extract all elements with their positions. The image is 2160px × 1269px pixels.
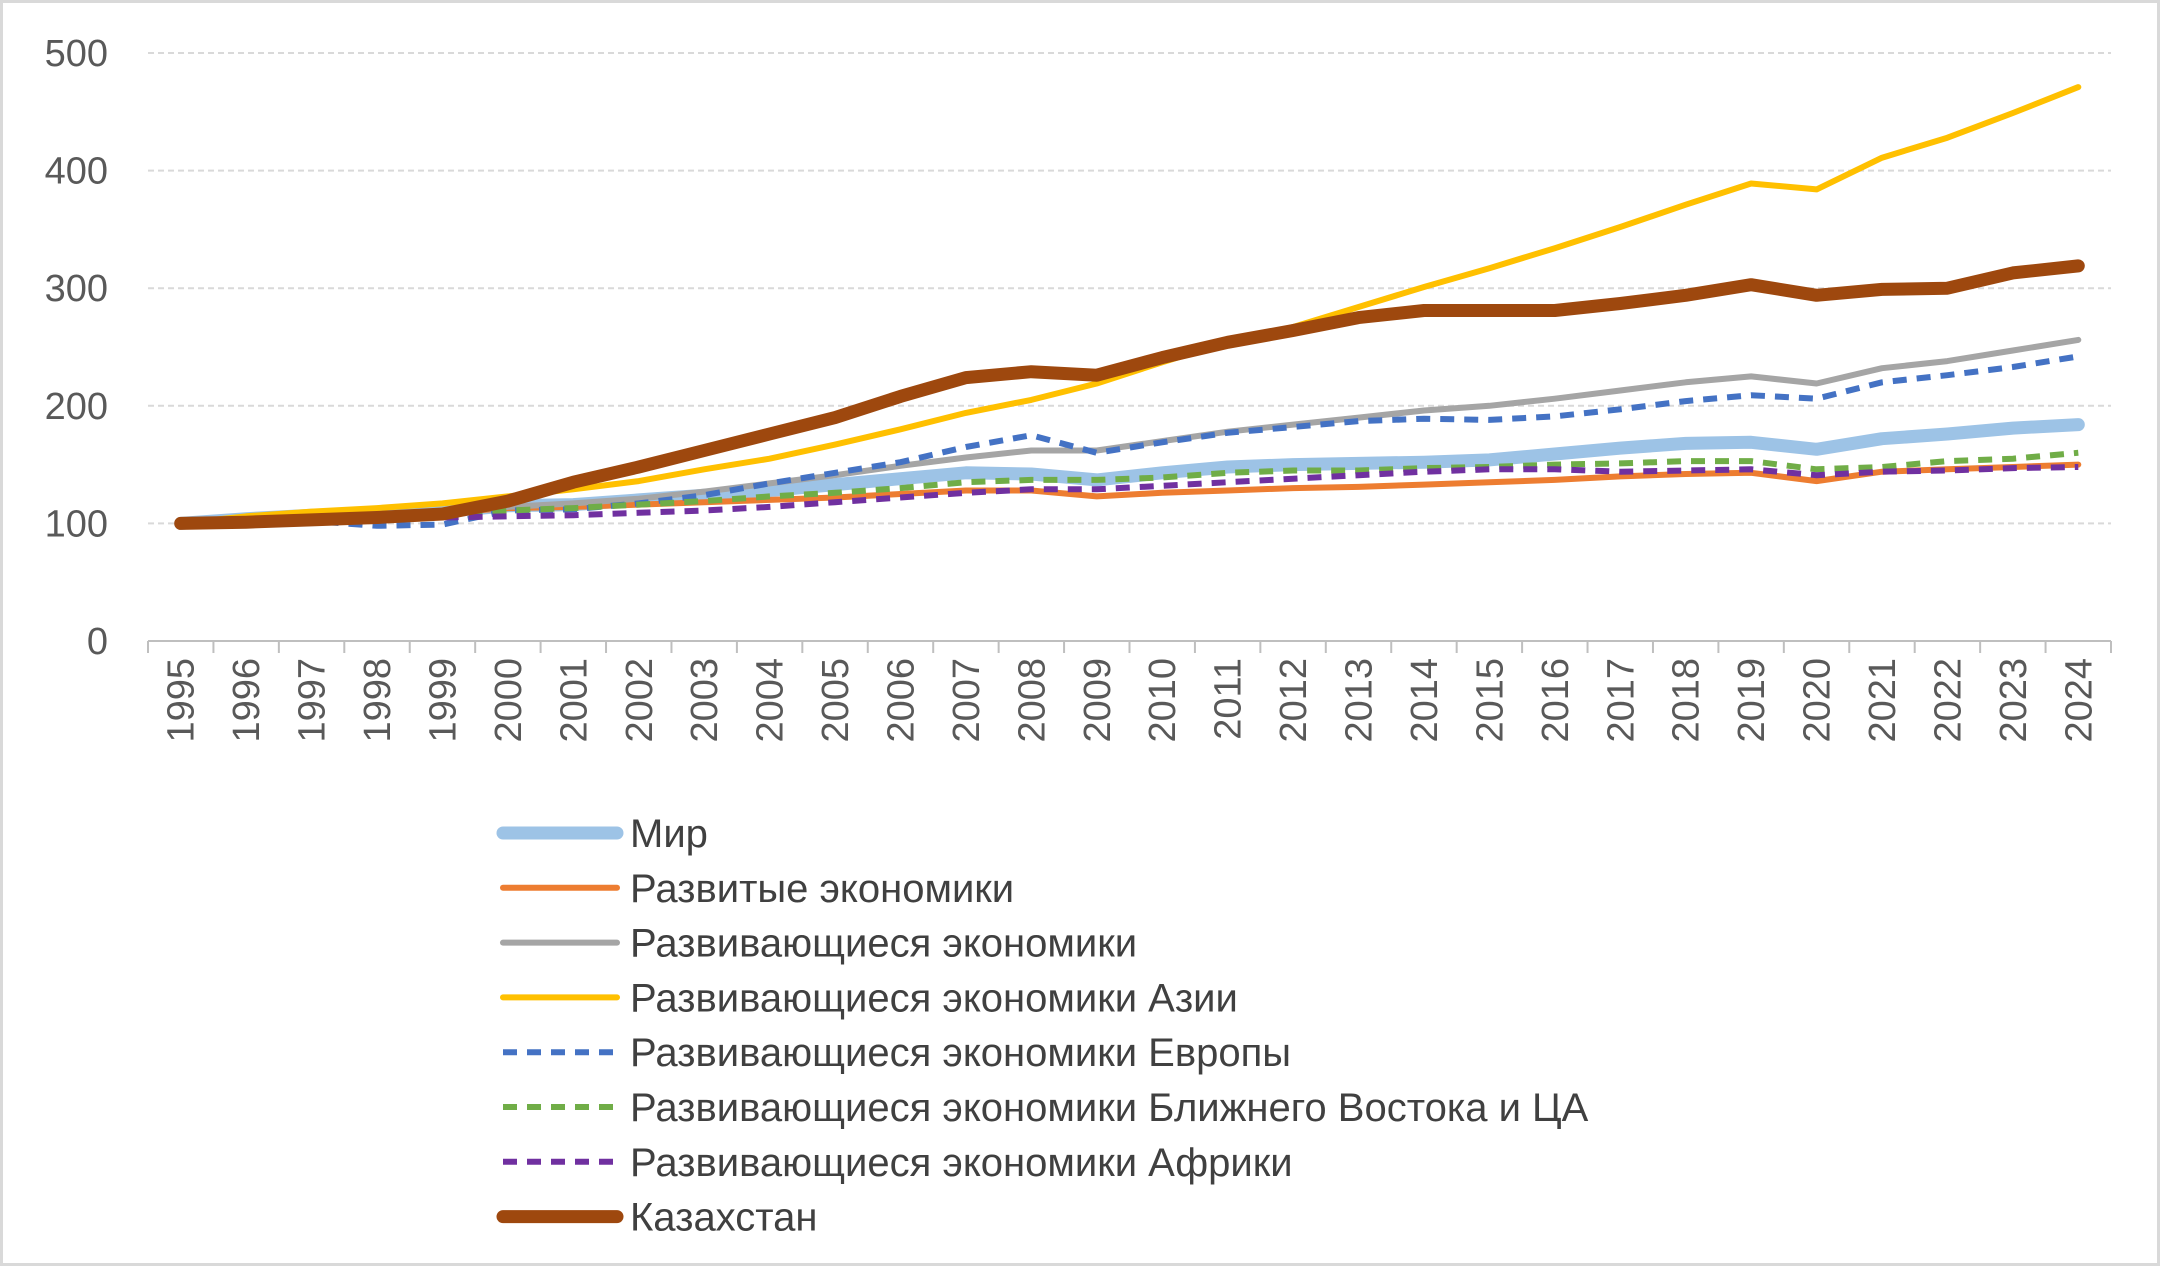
x-tick-label: 2004 [750,658,792,743]
x-tick-label: 2000 [488,658,530,743]
x-tick-label: 2011 [1208,658,1250,740]
series-line-5 [180,449,2079,527]
legend-label: Развитые экономики [630,867,1014,911]
x-tick-label: 2008 [1011,658,1053,743]
axes: 0 100 200 300 400 500 1995 1996 1997 1998 1999 2000… [45,33,2112,743]
x-tick-label: 1998 [357,658,399,743]
x-tick-label: 2009 [1077,658,1119,743]
x-tick-label: 2010 [1142,658,1184,743]
y-tick-label: 400 [45,151,108,193]
legend-label: Развивающиеся экономики Европы [630,1031,1291,1075]
legend-label: Развивающиеся экономики Ближнего Востока… [630,1086,1589,1130]
x-tick-label: 2002 [619,658,661,743]
x-tick-label: 2024 [2058,658,2100,743]
y-tick-label: 100 [45,503,108,545]
x-tick-label: 2006 [880,658,922,743]
series-line-3 [177,84,2082,527]
series-line-7 [174,259,2085,530]
y-tick-label: 200 [45,386,108,428]
x-tick-label: 1996 [226,658,268,743]
x-tick-label: 2005 [815,658,857,743]
x-tick-label: 2017 [1600,658,1642,743]
legend-label: Мир [630,812,708,856]
series-lines [174,84,2085,530]
x-tick-label: 2003 [684,658,726,743]
x-tick-label: 2023 [1993,658,2035,743]
x-tick-label: 1995 [161,658,203,743]
line-chart: 0 100 200 300 400 500 1995 1996 1997 1998 1999 2000… [45,33,2112,1240]
x-tick-label: 2019 [1731,658,1773,743]
legend-label: Развивающиеся экономики Африки [630,1141,1293,1185]
x-tick-label: 1997 [292,658,334,743]
x-tick-label: 2014 [1404,658,1446,743]
x-tick-label: 2021 [1862,658,1904,743]
y-tick-label: 300 [45,268,108,310]
x-tick-label: 2018 [1666,658,1708,743]
x-tick-label: 2020 [1797,658,1839,743]
legend-label: Развивающиеся экономики [630,922,1137,966]
x-tick-label: 2012 [1273,658,1315,743]
x-tick-label: 2022 [1927,658,1969,743]
legend-label: Казахстан [630,1196,817,1240]
legend-label: Развивающиеся экономики Азии [630,976,1238,1020]
x-tick-label: 2015 [1469,658,1511,743]
x-tick-label: 2013 [1339,658,1381,743]
x-tick-label: 2001 [553,658,595,743]
legend: Мир Развитые экономики Развивающиеся эконо… [496,812,1589,1240]
x-tick-label: 2016 [1535,658,1577,743]
x-tick-label: 1999 [422,658,464,743]
y-tick-label: 0 [87,621,108,663]
y-tick-label: 500 [45,33,108,75]
series-line-6 [180,464,2079,527]
x-tick-label: 2007 [946,658,988,743]
